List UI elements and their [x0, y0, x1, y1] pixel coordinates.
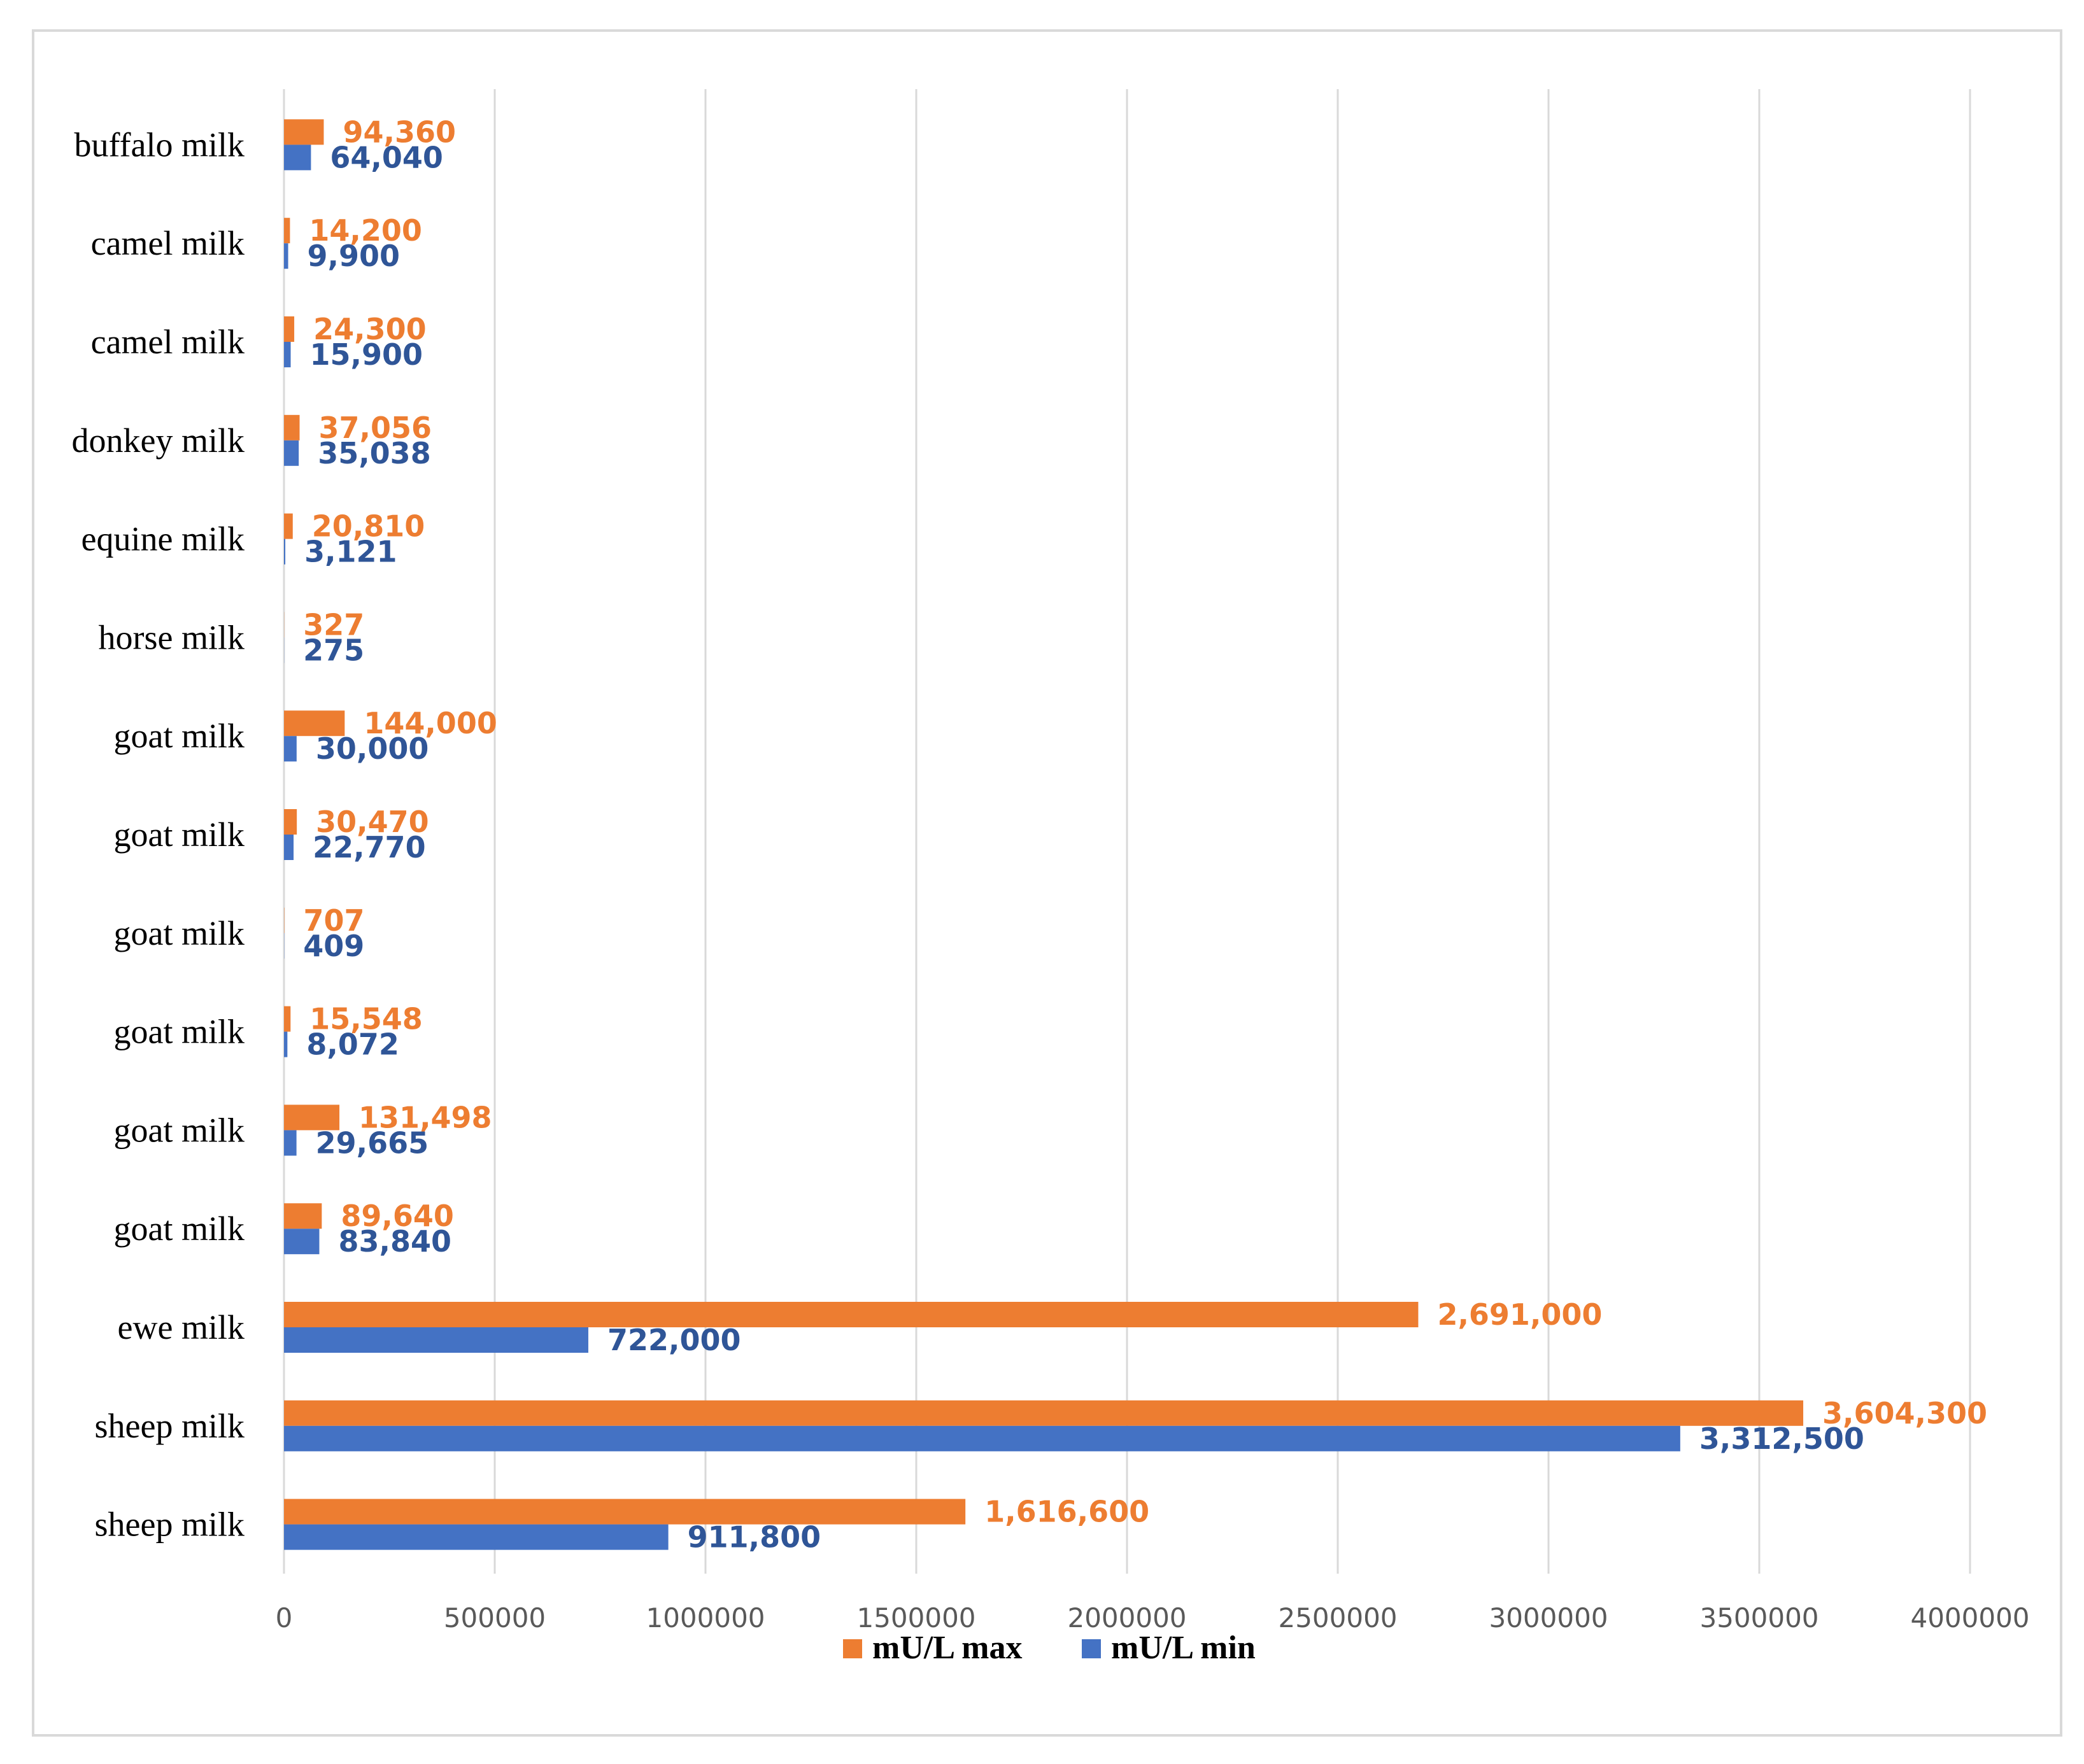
- legend: mU/L max mU/L min: [843, 1630, 1256, 1666]
- bar-min: [284, 539, 286, 565]
- legend-label-max: mU/L max: [872, 1630, 1022, 1666]
- bar-min: [284, 145, 311, 171]
- data-label-max: 1,616,600: [984, 1495, 1149, 1529]
- x-tick-label: 1500000: [856, 1602, 975, 1633]
- data-label-max: 14,200: [309, 213, 422, 248]
- bar-max: [284, 809, 297, 835]
- chart-frame: 94,360 64,040 14,200 9,900 24,300 15,900 37,05…: [32, 29, 2062, 1737]
- category-label: goat milk: [114, 914, 245, 952]
- data-label-max: 144,000: [364, 706, 497, 740]
- x-axis-ticks: 0 500000 1000000 1500000 2000000 2500000 30000…: [276, 1602, 2030, 1633]
- category-label: goat milk: [114, 717, 245, 755]
- data-label-max: 20,810: [312, 509, 425, 544]
- bars: [284, 119, 1804, 1550]
- bar-max: [284, 1400, 1804, 1426]
- bar-max: [284, 218, 290, 244]
- data-label-min: 8,072: [306, 1027, 399, 1062]
- x-tick-label: 3000000: [1489, 1602, 1608, 1633]
- category-label: equine milk: [82, 520, 245, 558]
- data-label-min: 3,121: [304, 535, 397, 569]
- bar-max: [284, 1006, 291, 1032]
- category-label: camel milk: [91, 224, 245, 262]
- data-label-max: 15,548: [309, 1002, 423, 1036]
- bar-max: [284, 1203, 322, 1229]
- data-label-max: 707: [303, 903, 364, 938]
- category-label: sheep milk: [95, 1407, 245, 1445]
- category-labels: buffalo milk camel milk camel milk donkey m…: [72, 125, 245, 1543]
- data-label-min: 722,000: [607, 1323, 741, 1357]
- bar-min: [284, 342, 291, 367]
- bar-min: [284, 243, 288, 269]
- bar-min: [284, 1425, 1680, 1451]
- bar-max: [284, 414, 300, 441]
- data-label-min: 29,665: [316, 1125, 429, 1160]
- data-label-min: 275: [303, 633, 364, 667]
- data-label-max: 131,498: [358, 1100, 492, 1134]
- data-label-max: 24,300: [313, 312, 427, 346]
- bar-min: [284, 1327, 588, 1353]
- data-label-min: 15,900: [310, 337, 423, 372]
- legend-swatch-min: [1082, 1639, 1101, 1658]
- data-label-max: 30,470: [316, 805, 429, 839]
- bar-max: [284, 513, 293, 539]
- x-tick-label: 500000: [444, 1602, 546, 1633]
- data-label-min: 83,840: [339, 1224, 452, 1259]
- bar-max: [284, 1104, 340, 1131]
- data-label-min: 9,900: [308, 239, 400, 273]
- legend-swatch-max: [843, 1639, 862, 1658]
- x-tick-label: 0: [276, 1602, 293, 1633]
- data-label-min: 409: [303, 929, 364, 963]
- bar-min: [284, 1130, 297, 1156]
- data-label-min: 911,800: [688, 1520, 821, 1555]
- bar-max: [284, 710, 345, 737]
- category-label: donkey milk: [72, 421, 245, 460]
- bar-min: [284, 736, 297, 762]
- data-label-max: 3,604,300: [1822, 1396, 1987, 1430]
- bar-min: [284, 1031, 288, 1057]
- data-label-max: 37,056: [319, 411, 432, 445]
- data-label-min: 64,040: [330, 140, 443, 174]
- category-label: goat milk: [114, 1013, 245, 1051]
- x-tick-label: 2000000: [1067, 1602, 1186, 1633]
- gridlines: [283, 89, 1971, 1574]
- data-label-min: 35,038: [318, 436, 431, 470]
- category-label: buffalo milk: [74, 125, 245, 164]
- data-label-min: 3,312,500: [1699, 1422, 1864, 1456]
- category-label: goat milk: [114, 1111, 245, 1149]
- bar-min: [284, 835, 294, 860]
- category-label: ewe milk: [118, 1308, 245, 1346]
- bar-max: [284, 1302, 1419, 1327]
- category-label: horse milk: [99, 618, 245, 656]
- category-label: sheep milk: [95, 1506, 245, 1544]
- x-tick-label: 3500000: [1699, 1602, 1818, 1633]
- data-label-max: 327: [303, 607, 364, 642]
- category-label: goat milk: [114, 815, 245, 854]
- category-label: goat milk: [114, 1210, 245, 1248]
- x-tick-label: 2500000: [1278, 1602, 1397, 1633]
- bar-max: [284, 119, 324, 145]
- bar-min: [284, 440, 299, 466]
- data-label-max: 89,640: [341, 1199, 454, 1233]
- x-tick-label: 1000000: [646, 1602, 765, 1633]
- bar-min: [284, 1524, 669, 1550]
- category-label: camel milk: [91, 323, 245, 361]
- legend-label-min: mU/L min: [1111, 1630, 1256, 1666]
- data-label-min: 30,000: [316, 731, 429, 766]
- data-label-max: 94,360: [343, 115, 456, 149]
- bar-max: [284, 1499, 966, 1525]
- data-label-min: 22,770: [313, 830, 426, 864]
- x-tick-label: 4000000: [1910, 1602, 2029, 1633]
- data-label-max: 2,691,000: [1437, 1297, 1602, 1332]
- bar-min: [284, 1229, 320, 1255]
- bar-max: [284, 316, 295, 342]
